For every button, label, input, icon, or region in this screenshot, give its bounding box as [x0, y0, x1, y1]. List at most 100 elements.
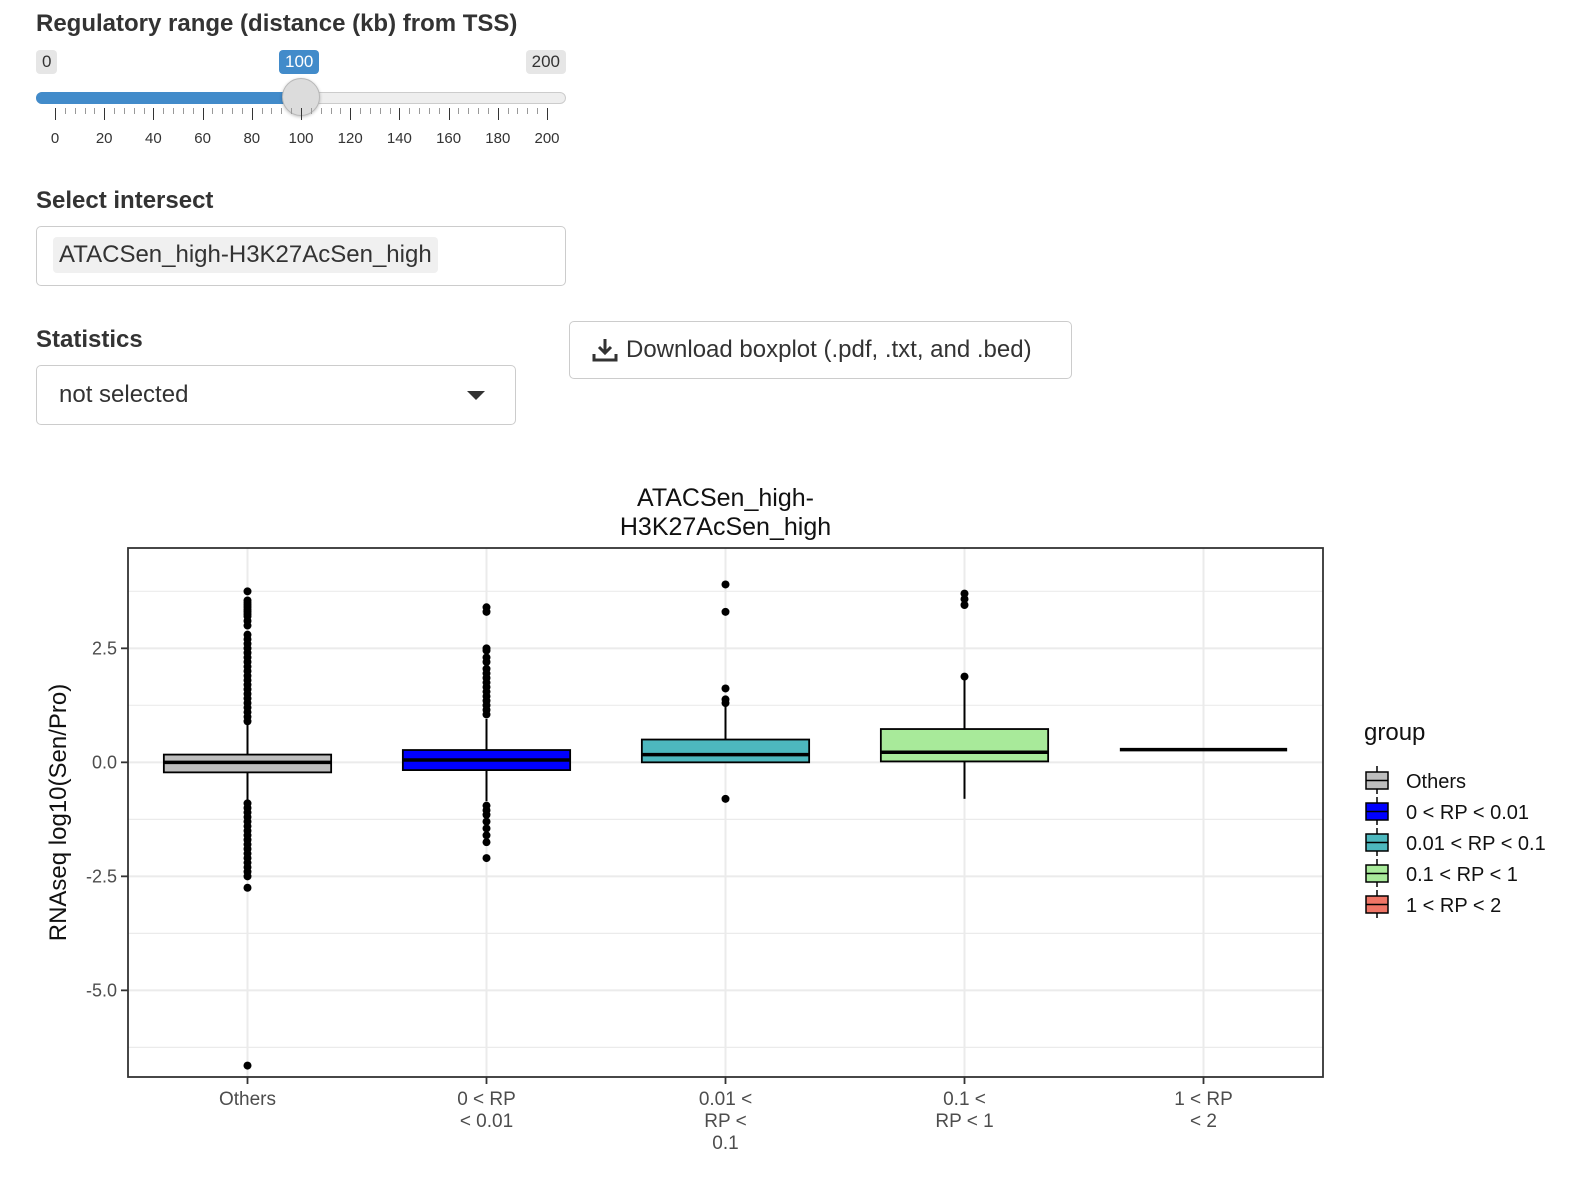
slider-tick	[537, 108, 539, 114]
statistics-label: Statistics	[36, 326, 143, 353]
slider-tick	[419, 108, 421, 114]
legend-entry: 0.01 < RP < 0.1	[1365, 828, 1546, 856]
slider-tick	[497, 108, 499, 120]
slider-tick	[468, 108, 470, 114]
outlier-point	[960, 601, 969, 610]
slider-tick	[360, 108, 362, 114]
chart-title: H3K27AcSen_high	[620, 513, 831, 541]
x-tick-label: RP < 1	[935, 1111, 993, 1132]
slider-tick	[192, 108, 194, 114]
slider-tick	[232, 108, 234, 114]
slider-fill	[36, 92, 301, 104]
y-tick-label: 2.5	[92, 638, 117, 658]
chevron-down-icon	[467, 391, 485, 400]
intersect-selected-chip[interactable]: ATACSen_high-H3K27AcSen_high	[53, 237, 438, 273]
slider-tick	[507, 108, 509, 114]
box-3	[879, 589, 1050, 799]
x-tick-label: 0.1 <	[943, 1089, 986, 1110]
slider-tick	[143, 108, 145, 114]
slider-tick	[271, 108, 273, 114]
slider-max-label: 200	[525, 50, 566, 74]
outlier-point	[243, 872, 252, 881]
slider-tick	[487, 108, 489, 114]
outlier-point	[721, 607, 730, 616]
slider-tick	[123, 108, 125, 114]
slider-tick	[291, 108, 293, 114]
slider-tick	[527, 108, 529, 114]
outlier-point	[243, 621, 252, 630]
outlier-point	[960, 595, 969, 604]
slider-current-value: 100	[279, 50, 320, 74]
outlier-point	[243, 717, 252, 726]
intersect-select[interactable]: ATACSen_high-H3K27AcSen_high	[36, 226, 566, 286]
slider-tick	[409, 108, 411, 114]
legend-entry: 1 < RP < 2	[1365, 890, 1501, 918]
outlier-point	[960, 672, 969, 681]
outlier-point	[482, 838, 491, 847]
chart-title: ATACSen_high-	[637, 484, 814, 512]
range-slider[interactable]: 0 100 200 0 20 40 60 80 100 120 140 160 180 200	[36, 46, 566, 156]
slider-tick	[517, 108, 519, 114]
slider-tick	[163, 108, 165, 114]
legend-entry: 0 < RP < 0.01	[1365, 797, 1529, 825]
slider-tick	[340, 108, 342, 114]
box-0	[162, 587, 333, 1070]
slider-tick-label: 20	[95, 130, 113, 147]
slider-tick	[428, 108, 430, 114]
outlier-point	[482, 817, 491, 826]
boxplot-chart: ATACSen_high-H3K27AcSen_high 2.5 0.0 -2.5 -5…	[45, 484, 1546, 1154]
slider-tick	[74, 108, 76, 114]
slider-tick-label: 200	[534, 130, 560, 147]
slider-tick	[212, 108, 214, 114]
slider-tick	[438, 108, 440, 114]
outlier-point	[482, 824, 491, 833]
slider-tick-label: 0	[50, 130, 60, 147]
slider-tick	[478, 108, 480, 114]
slider-tick	[281, 108, 283, 114]
legend-label: Others	[1406, 771, 1466, 793]
slider-tick-label: 140	[386, 130, 412, 147]
slider-tick	[369, 108, 371, 114]
outlier-point	[482, 854, 491, 863]
slider-min-label: 0	[36, 50, 58, 74]
statistics-selected-value: not selected	[59, 381, 189, 408]
slider-tick	[241, 108, 243, 114]
slider-tick	[261, 108, 263, 114]
slider-tick-label: 120	[337, 130, 363, 147]
slider-tick-label: 180	[485, 130, 511, 147]
download-boxplot-button[interactable]: Download boxplot (.pdf, .txt, and .bed)	[569, 321, 1072, 379]
slider-tick	[448, 108, 450, 120]
y-tick-label: 0.0	[92, 752, 117, 772]
legend-title: group	[1364, 719, 1425, 746]
slider-tick	[251, 108, 253, 120]
slider-tick	[350, 108, 352, 120]
slider-tick	[55, 108, 56, 120]
x-tick-label: 0.1	[712, 1133, 738, 1154]
slider-tick	[64, 108, 66, 114]
slider-tick	[202, 108, 204, 120]
slider-tick	[389, 108, 391, 114]
outlier-point	[960, 589, 969, 598]
slider-tick	[301, 108, 302, 120]
x-tick-label: < 2	[1190, 1111, 1217, 1132]
outlier-point	[482, 646, 491, 655]
outlier-point	[482, 710, 491, 719]
slider-tick	[547, 108, 548, 120]
statistics-select[interactable]: not selected	[36, 365, 516, 425]
outlier-point	[721, 699, 730, 708]
slider-tick	[94, 108, 96, 114]
legend-label: 0.1 < RP < 1	[1406, 864, 1518, 886]
legend-label: 1 < RP < 2	[1406, 895, 1501, 917]
range-slider-label: Regulatory range (distance (kb) from TSS…	[36, 10, 518, 37]
outlier-point	[243, 1061, 252, 1070]
outlier-point	[721, 580, 730, 589]
x-tick-label: 0.01 <	[699, 1089, 752, 1110]
slider-tick	[379, 108, 381, 114]
outlier-point	[482, 607, 491, 616]
slider-tick-label: 160	[436, 130, 462, 147]
slider-tick-label: 40	[145, 130, 162, 147]
outlier-point	[243, 883, 252, 892]
slider-tick	[114, 108, 116, 114]
slider-tick	[222, 108, 224, 114]
download-icon	[592, 339, 618, 362]
